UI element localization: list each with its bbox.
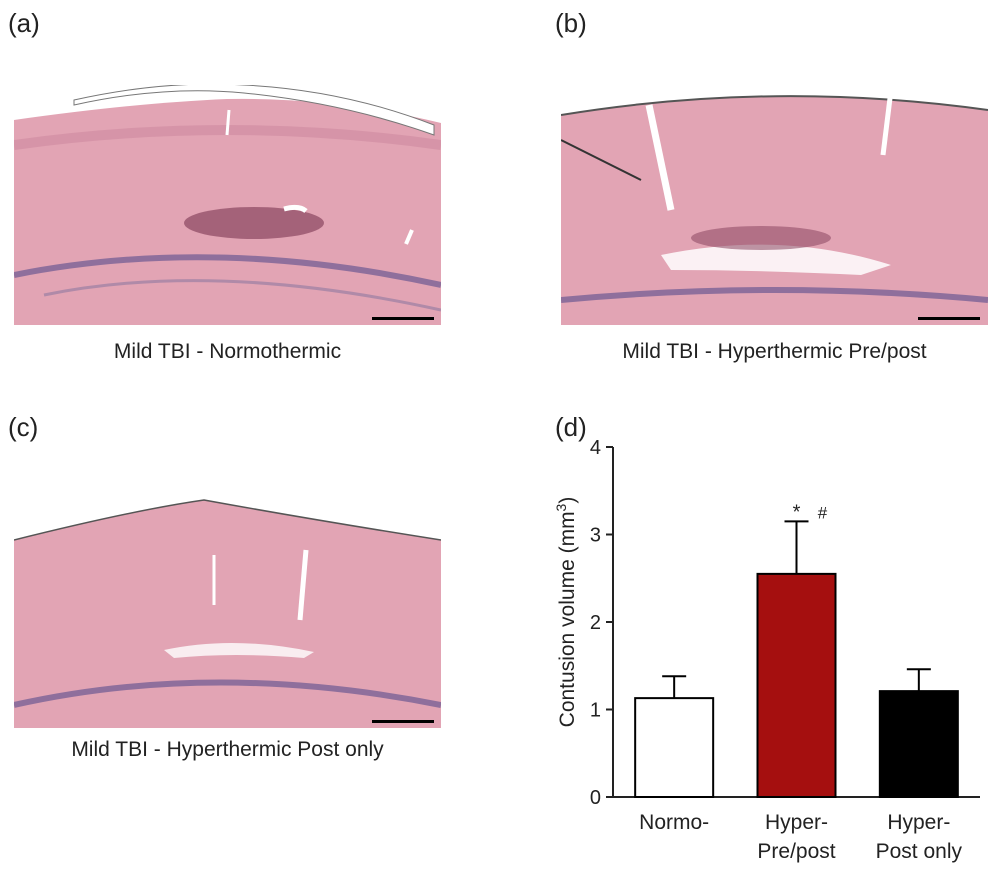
x-tick-label: Post only	[876, 840, 963, 863]
y-tick-label: 2	[590, 612, 601, 634]
panel-b-label: (b)	[555, 8, 587, 38]
y-tick-label: 3	[590, 525, 601, 547]
panel-c-label: (c)	[8, 412, 39, 442]
panel-a-caption: Mild TBI - Normothermic	[113, 340, 342, 363]
panel-c-caption: Mild TBI - Hyperthermic Post only	[71, 738, 384, 761]
micrograph-a	[14, 85, 441, 325]
bar	[878, 690, 959, 798]
micrograph-c-image	[14, 499, 441, 728]
y-axis-label: Contusion volume (mm3)	[553, 497, 579, 728]
y-tick-label: 1	[590, 700, 601, 722]
y-axis-label-close: )	[556, 497, 579, 504]
micrograph-a-image	[14, 85, 441, 325]
x-tick-label: Pre/post	[757, 840, 835, 863]
y-tick-label: 4	[590, 437, 601, 459]
micrograph-c	[14, 480, 441, 728]
panel-a-label: (a)	[8, 8, 40, 38]
bar	[756, 572, 837, 798]
y-axis-label-main: Contusion volume (mm	[556, 511, 579, 727]
micrograph-b	[561, 80, 988, 325]
x-tick-label: Hyper-	[887, 811, 950, 834]
micrograph-b-image	[561, 89, 988, 325]
panel-d-label: (d)	[555, 412, 587, 442]
x-tick-label: Normo-	[639, 811, 709, 834]
bar	[634, 697, 715, 798]
y-tick-label: 0	[590, 787, 601, 809]
y-axis-label-sup: 3	[553, 503, 569, 511]
significance-star: *	[793, 501, 801, 523]
x-tick-label: Hyper-	[765, 811, 828, 834]
panel-b-caption: Mild TBI - Hyperthermic Pre/post	[622, 340, 927, 363]
significance-hash: #	[818, 503, 828, 522]
